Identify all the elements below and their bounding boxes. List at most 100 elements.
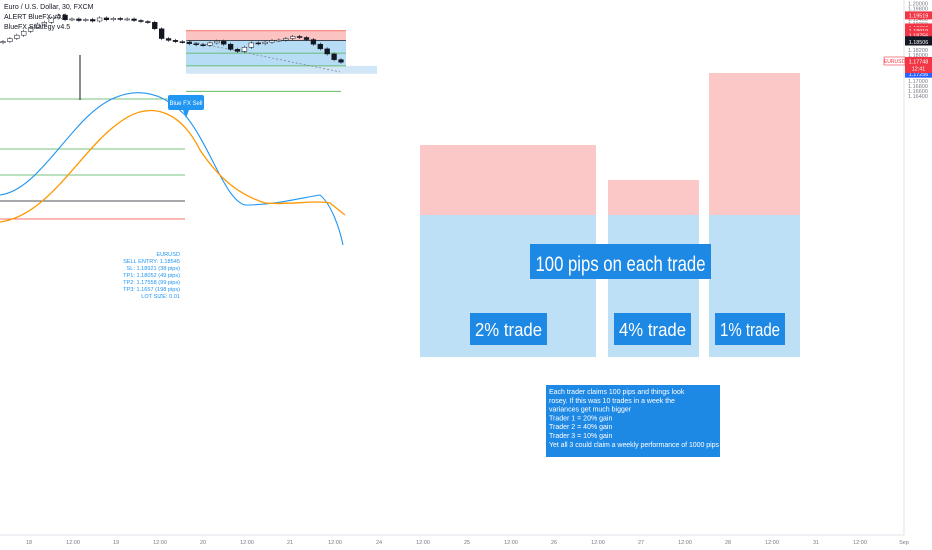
candle-body (179, 41, 185, 43)
candle-body (14, 34, 20, 39)
candle (255, 41, 261, 46)
candle (27, 25, 34, 33)
trade-label-text: 1% trade (720, 320, 780, 340)
price-tag: 1.18506 (905, 37, 932, 46)
x-tick-label: 12:00 (416, 540, 430, 546)
signal-label: Blue FX Sell (169, 101, 202, 107)
candle-body (317, 43, 323, 50)
y-tick-label: 1.19400 (908, 17, 928, 23)
candle-body (221, 40, 227, 45)
note-callout: Each trader claims 100 pips and things l… (546, 385, 720, 457)
candle (124, 17, 130, 22)
note-line: Yet all 3 could claim a weekly performan… (549, 442, 720, 449)
ema-fast-line (0, 92, 344, 246)
trade-info-line: EURUSD (156, 252, 180, 258)
y-tick-label: 1.16600 (908, 89, 928, 95)
candle (331, 52, 337, 62)
x-tick-label: 26 (551, 540, 557, 546)
x-tick-label: 12:00 (153, 540, 167, 546)
candle-body (290, 36, 296, 39)
candle-body (21, 31, 27, 36)
bar-countdown: 12:41 (912, 66, 926, 72)
signal-pointer (183, 110, 189, 118)
candle (186, 40, 192, 46)
x-tick-label: 12:00 (504, 540, 518, 546)
x-tick-label: 12:00 (678, 540, 692, 546)
candle-body (193, 43, 199, 45)
candle-body (7, 38, 13, 42)
extended-profit-zone (186, 65, 377, 74)
candle (48, 16, 54, 24)
candle-body (131, 18, 137, 21)
candle (207, 41, 213, 47)
candle-body (296, 36, 303, 38)
x-tick-label: 27 (638, 540, 644, 546)
candle-body (103, 17, 110, 20)
risk-box-loss (709, 73, 800, 215)
candle-body (0, 41, 6, 43)
signal-box (168, 95, 204, 110)
candle-body (152, 22, 158, 29)
candle-body (145, 21, 151, 23)
candle (7, 36, 13, 44)
candle (172, 38, 179, 44)
candle-body (96, 17, 103, 22)
candle (41, 20, 48, 26)
risk-box-loss (420, 145, 596, 215)
price-tag-value: 1.19519 (909, 14, 929, 20)
candle-body (159, 28, 165, 39)
trade-label-box (715, 313, 785, 345)
trade-info-line: SL: 1.18921 (38 pips) (127, 266, 181, 272)
candle (83, 17, 89, 23)
candle-body (248, 42, 254, 48)
x-tick-label: 19 (113, 540, 119, 546)
candle-body (269, 40, 275, 43)
candle (90, 17, 96, 23)
candle-body (255, 42, 261, 45)
price-tag-bg (905, 37, 932, 46)
note-line: Trader 2 = 40% gain (549, 424, 612, 431)
candle (283, 36, 289, 42)
candle (276, 38, 282, 43)
candle (110, 16, 117, 22)
candle (34, 22, 41, 30)
x-tick-label: 21 (287, 540, 293, 546)
last-price-value: 1.17748 (909, 59, 929, 65)
trade-info-line: SELL ENTRY: 1.18545 (123, 259, 180, 265)
candle (0, 40, 6, 45)
y-tick-label: 1.18200 (908, 48, 928, 54)
candle-body (48, 17, 54, 23)
candle (234, 47, 241, 53)
trade-label: 1% trade (715, 313, 785, 345)
candle-body (200, 44, 206, 46)
note-line: variances get much bigger (549, 407, 632, 414)
candle (193, 42, 199, 47)
candle (55, 13, 61, 20)
candle-body (262, 41, 268, 44)
note-line: Trader 3 = 10% gain (549, 433, 612, 440)
candle-body (138, 20, 144, 22)
x-tick-label: 28 (725, 540, 731, 546)
candle (248, 41, 254, 49)
candle (324, 47, 330, 56)
candle (338, 58, 344, 64)
price-tag: 1.17256 (905, 69, 932, 78)
candle-body (338, 59, 344, 63)
candle (145, 19, 151, 24)
candle-body (283, 38, 289, 41)
candle (14, 33, 20, 41)
candle-body (27, 27, 34, 32)
candle-body (234, 49, 241, 52)
candle-body (227, 43, 234, 50)
price-tag-bg (905, 26, 932, 35)
risk-box-loss (608, 180, 699, 215)
trade-info-line: TP2: 1.17558 (99 pips) (123, 280, 180, 286)
candle (200, 43, 206, 47)
x-tick-label: 18 (26, 540, 32, 546)
trade-info-line: TP3: 1.1657 (198 pips) (123, 287, 180, 293)
candle (152, 20, 158, 31)
candle-body (276, 39, 282, 42)
price-tag-value: 1.18506 (909, 40, 929, 46)
